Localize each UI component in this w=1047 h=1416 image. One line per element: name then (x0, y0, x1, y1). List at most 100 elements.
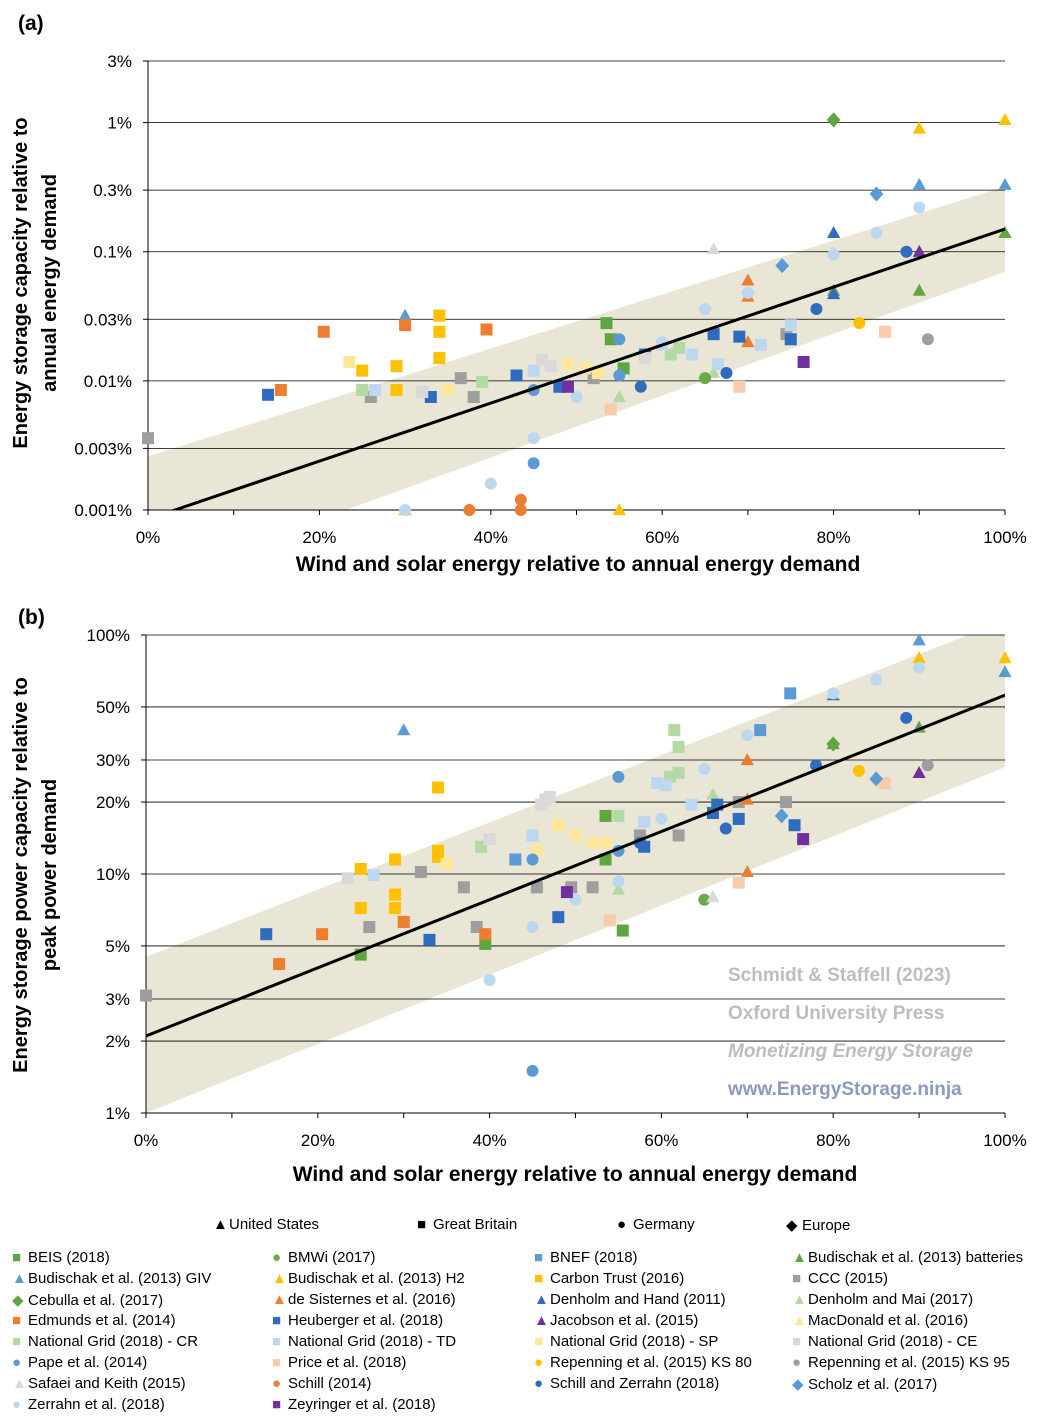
series-legend-label: Price et al. (2018) (288, 1354, 407, 1371)
series-legend-item: ■ CCC (2015) (792, 1270, 888, 1287)
panel-a-data-point (998, 225, 1012, 238)
panel-b-data-point (827, 687, 840, 700)
series-legend-item: ◆ Scholz et al. (2017) (792, 1375, 937, 1393)
panel-b-data-point (612, 875, 625, 888)
panel-b-data-point (457, 881, 470, 894)
panel-a-data-point (591, 367, 604, 380)
country-legend-label: Germany (633, 1216, 695, 1233)
square-marker-icon: ■ (417, 1216, 427, 1233)
panel-b-y-axis-title-line2: peak power demand (39, 779, 61, 971)
panel-b-data-point (912, 651, 926, 664)
panel-b-data-point (354, 862, 367, 875)
panel-a-data-point (604, 333, 617, 346)
series-legend-item: ▲MacDonald et al. (2016) (792, 1312, 968, 1329)
panel-a-data-point (707, 366, 721, 379)
panel-b-data-point (912, 633, 926, 646)
panel-a-chart: (a) 0.001% 0.003% 0.01% 0.03% 0.1% 0.3% 1% 3% 0%… (10, 12, 1027, 576)
panel-b-data-point (526, 1064, 539, 1077)
triangle-marker-icon: ▲ (12, 1375, 27, 1392)
panel-a-data-point (754, 338, 767, 351)
panel-a-data-point (879, 325, 892, 338)
panel-b-data-point (779, 796, 792, 809)
series-legend-item: ■ Edmunds et al. (2014) (12, 1312, 176, 1329)
panel-a-data-point (775, 258, 790, 274)
series-legend-label: Zerrahn et al. (2018) (28, 1396, 165, 1413)
panel-b-data-point (560, 886, 573, 899)
triangle-marker-icon: ▲ (534, 1312, 549, 1329)
square-marker-icon: ■ (12, 1249, 22, 1266)
panel-a-data-point (912, 283, 926, 296)
triangle-marker-icon: ▲ (792, 1312, 807, 1329)
panel-b-data-point (483, 833, 496, 846)
panel-b-data-point (552, 911, 565, 924)
circle-marker-icon: ● (272, 1375, 282, 1392)
panel-b-data-point (719, 822, 732, 835)
panel-b-data-point (668, 724, 681, 737)
series-legend-label: Schill and Zerrahn (2018) (550, 1375, 720, 1392)
panel-a-data-point (527, 432, 540, 445)
panel-a-data-point (827, 225, 841, 238)
circle-marker-icon: ● (272, 1249, 282, 1266)
series-legend-item: ▲Budischak et al. (2013) batteries (792, 1249, 1023, 1266)
panel-a-data-point (398, 308, 412, 321)
panel-a-x-tick-label: 0% (136, 528, 161, 547)
panel-b-data-point (397, 915, 410, 928)
watermark-book-title: Monetizing Energy Storage (728, 1041, 973, 1062)
panel-a-data-point (741, 335, 755, 348)
panel-a-data-point (707, 242, 721, 255)
panel-b-y-tick-label: 10% (96, 865, 130, 884)
panel-a-data-point (998, 112, 1012, 125)
panel-a-data-point (317, 325, 330, 338)
panel-a-x-axis-title: Wind and solar energy relative to annual… (296, 553, 861, 576)
panel-a-data-point (527, 457, 540, 470)
panel-a-y-axis-title-line2: annual energy demand (39, 174, 61, 392)
series-legend-label: Safaei and Keith (2015) (28, 1375, 186, 1392)
series-legend-label: Schill (2014) (288, 1375, 372, 1392)
panel-a-data-point (433, 309, 446, 322)
panel-b-data-point (685, 798, 698, 811)
panel-b-data-point (754, 724, 767, 737)
panel-a-data-point (356, 364, 369, 377)
square-marker-icon: ■ (534, 1333, 544, 1350)
square-marker-icon: ■ (12, 1333, 22, 1350)
panel-b-data-point (611, 882, 626, 895)
panel-b-data-point (599, 853, 612, 866)
panel-b-data-point (354, 902, 367, 915)
panel-b-data-point (900, 711, 913, 724)
panel-a-y-tick-label: 0.3% (93, 181, 132, 200)
panel-a-data-point (741, 273, 755, 286)
panel-a-data-point (912, 121, 926, 134)
series-legend-label: Zeyringer et al. (2018) (288, 1396, 436, 1413)
series-legend-item: ■ National Grid (2018) - CE (792, 1333, 977, 1350)
panel-a-data-point (784, 319, 797, 332)
panel-b-data-point (638, 816, 651, 829)
watermark-url[interactable]: www.EnergyStorage.ninja (727, 1079, 962, 1100)
circle-marker-icon: ● (617, 1216, 627, 1233)
series-legend-item: ● Repenning et al. (2015) KS 95 (792, 1354, 1010, 1371)
panel-b-data-point (912, 765, 926, 778)
series-legend-label: National Grid (2018) - SP (550, 1333, 719, 1350)
triangle-marker-icon: ▲ (213, 1216, 228, 1233)
square-marker-icon: ■ (792, 1270, 802, 1287)
panel-a-y-tick-label: 0.003% (74, 439, 132, 458)
series-legend-item: ▲Denholm and Mai (2017) (792, 1291, 973, 1308)
panel-a-data-point (827, 248, 840, 261)
series-legend-label: Scholz et al. (2017) (808, 1376, 938, 1393)
panel-a-data-point (634, 380, 647, 393)
series-legend-item: ▲Budischak et al. (2013) H2 (272, 1270, 465, 1287)
square-marker-icon: ■ (534, 1249, 544, 1266)
series-legend-label: Budischak et al. (2013) H2 (288, 1270, 465, 1287)
panel-b-data-point (273, 958, 286, 971)
triangle-marker-icon: ▲ (792, 1291, 807, 1308)
panel-b-x-tick-label: 80% (816, 1131, 850, 1150)
panel-a-data-point (463, 504, 476, 516)
panel-b-data-point (423, 933, 436, 946)
series-legend-label: BEIS (2018) (28, 1249, 110, 1266)
triangle-marker-icon: ▲ (272, 1291, 287, 1308)
panel-a-data-point (639, 352, 652, 365)
series-legend-label: CCC (2015) (808, 1270, 889, 1287)
panel-b-data-point (389, 902, 402, 915)
panel-b-y-tick-label: 3% (105, 990, 130, 1009)
watermark-publisher: Oxford University Press (728, 1003, 944, 1024)
panel-a-data-point (261, 388, 274, 401)
